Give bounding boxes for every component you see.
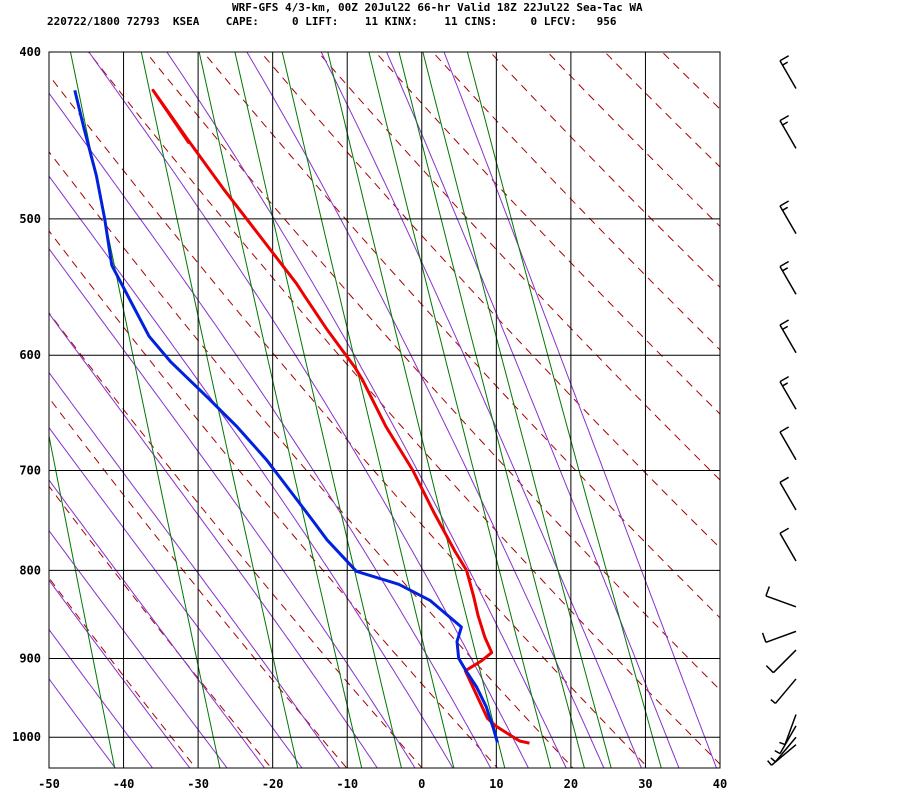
dry-adiabat xyxy=(546,52,720,228)
temperature-tick-label: -20 xyxy=(262,777,284,791)
mixing-ratio-line xyxy=(49,433,116,768)
temperature-tick-label: 20 xyxy=(564,777,578,791)
mixing-ratio-line xyxy=(140,52,299,768)
wind-barb xyxy=(770,736,797,763)
dry-adiabat xyxy=(49,397,348,768)
temperature-tick-label: -10 xyxy=(336,777,358,791)
wind-barb xyxy=(779,55,797,89)
moist-adiabat xyxy=(49,529,228,768)
moist-adiabat xyxy=(49,371,341,768)
mixing-ratio-line xyxy=(368,52,552,768)
wind-barb xyxy=(765,586,797,608)
wind-barb xyxy=(761,630,797,644)
mixing-ratio-line xyxy=(69,52,221,768)
temperature-profile-line xyxy=(151,88,530,745)
moist-adiabat xyxy=(49,479,266,768)
chart-header-indices: 220722/1800 72793 KSEA CAPE: 0 LIFT: 11 … xyxy=(47,15,617,28)
wind-barb xyxy=(779,114,797,149)
wind-barb xyxy=(767,744,797,766)
dry-adiabat xyxy=(87,52,720,765)
moist-adiabat xyxy=(49,426,303,768)
mixing-ratio-line xyxy=(234,52,402,768)
mixing-ratio-line xyxy=(198,52,363,768)
temperature-tick-label: 40 xyxy=(713,777,727,791)
dry-adiabat xyxy=(202,52,720,619)
dry-adiabat xyxy=(49,577,197,768)
dewpoint-profile-line xyxy=(73,89,499,743)
wind-barb xyxy=(779,476,797,511)
dry-adiabat xyxy=(374,52,720,415)
moist-adiabat xyxy=(49,312,378,768)
pressure-tick-label: 800 xyxy=(19,563,41,577)
dry-adiabat xyxy=(49,150,574,768)
temperature-tick-label: 0 xyxy=(418,777,425,791)
pressure-tick-label: 1000 xyxy=(12,730,41,744)
pressure-tick-labels: 400 500 600 700 800 900 1000 xyxy=(12,45,41,744)
wind-barbs xyxy=(761,55,797,766)
dry-adiabat xyxy=(145,52,720,691)
temperature-tick-labels: -50 -40 -30 -20 -10 0 10 20 30 40 xyxy=(38,777,727,791)
dry-adiabat xyxy=(432,52,720,351)
wind-barb xyxy=(779,527,797,562)
wind-barb xyxy=(774,725,797,755)
dry-adiabat xyxy=(49,485,272,768)
mixing-ratio-line xyxy=(422,52,612,768)
dry-adiabat xyxy=(850,14,900,781)
mixing-ratio-line xyxy=(398,52,585,768)
moist-adiabat xyxy=(88,52,529,768)
dry-adiabat xyxy=(49,312,423,768)
wind-barb xyxy=(779,260,797,295)
wind-barb xyxy=(779,319,797,354)
dry-adiabat xyxy=(489,52,720,288)
moist-adiabat xyxy=(49,628,154,768)
mixing-ratio-line xyxy=(466,52,662,768)
dry-adiabat xyxy=(49,74,650,768)
wind-barb xyxy=(765,649,797,674)
plot-frame xyxy=(48,51,721,769)
dry-adiabat xyxy=(259,52,720,549)
wind-barb xyxy=(779,426,797,461)
moist-adiabat xyxy=(49,247,416,768)
mixing-ratio-line xyxy=(281,52,455,768)
pressure-tick-label: 500 xyxy=(19,212,41,226)
moist-adiabat xyxy=(49,677,116,768)
temperature-tick-label: -30 xyxy=(187,777,209,791)
dry-adiabat xyxy=(794,14,900,781)
dry-adiabat xyxy=(661,52,720,110)
moist-adiabat xyxy=(386,52,680,768)
wind-barb xyxy=(779,375,797,410)
pressure-tick-label: 700 xyxy=(19,463,41,477)
dry-adiabat xyxy=(737,14,900,781)
temperature-tick-label: -40 xyxy=(113,777,135,791)
moist-adiabat xyxy=(320,52,642,768)
series-group xyxy=(73,88,530,745)
pressure-tick-label: 900 xyxy=(19,651,41,665)
dry-adiabat xyxy=(49,230,499,768)
wind-barb xyxy=(770,678,797,705)
moist-adiabat xyxy=(443,52,717,768)
dry-adiabat xyxy=(604,52,720,168)
temperature-tick-label: -50 xyxy=(38,777,60,791)
moist-adiabat xyxy=(246,52,605,768)
moist-adiabat xyxy=(49,175,454,768)
wind-barb xyxy=(779,200,797,235)
moist-adiabat xyxy=(49,92,492,768)
moist-adiabat xyxy=(49,579,191,768)
mixing-ratio-line xyxy=(327,52,506,768)
pressure-tick-label: 400 xyxy=(19,45,41,59)
dry-adiabat xyxy=(718,52,720,54)
temperature-tick-label: 10 xyxy=(489,777,503,791)
background-lines xyxy=(49,14,900,781)
temperature-tick-label: 30 xyxy=(638,777,652,791)
pressure-tick-label: 600 xyxy=(19,348,41,362)
wind-barb xyxy=(779,714,797,746)
chart-header-title: WRF-GFS 4/3-km, 00Z 20Jul22 66-hr Valid … xyxy=(232,1,643,14)
